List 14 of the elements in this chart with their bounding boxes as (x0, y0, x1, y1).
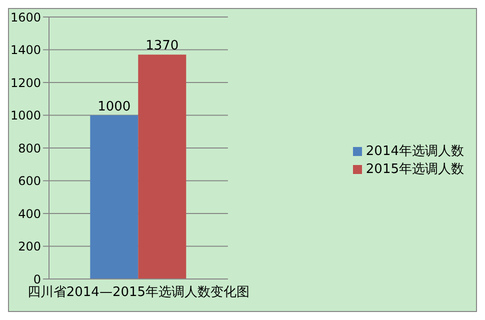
y-tick-label: 1400 (10, 43, 41, 58)
legend-label: 2015年选调人数 (366, 162, 464, 177)
data-label: 1370 (146, 38, 179, 54)
y-tick-label: 800 (18, 141, 41, 156)
data-label: 1000 (98, 99, 131, 114)
x-tick-label: 四川省2014—2015年选调人数变化图 (27, 285, 250, 300)
y-tick-label: 0 (33, 272, 41, 286)
y-tick-label: 600 (18, 174, 41, 188)
y-tick-label: 1600 (10, 10, 41, 24)
y-tick-label: 200 (18, 240, 41, 254)
legend-label: 2014年选调人数 (366, 144, 464, 159)
y-tick-label: 400 (18, 206, 41, 221)
y-tick-label: 1200 (10, 76, 41, 90)
y-tick-label: 1000 (10, 108, 41, 123)
